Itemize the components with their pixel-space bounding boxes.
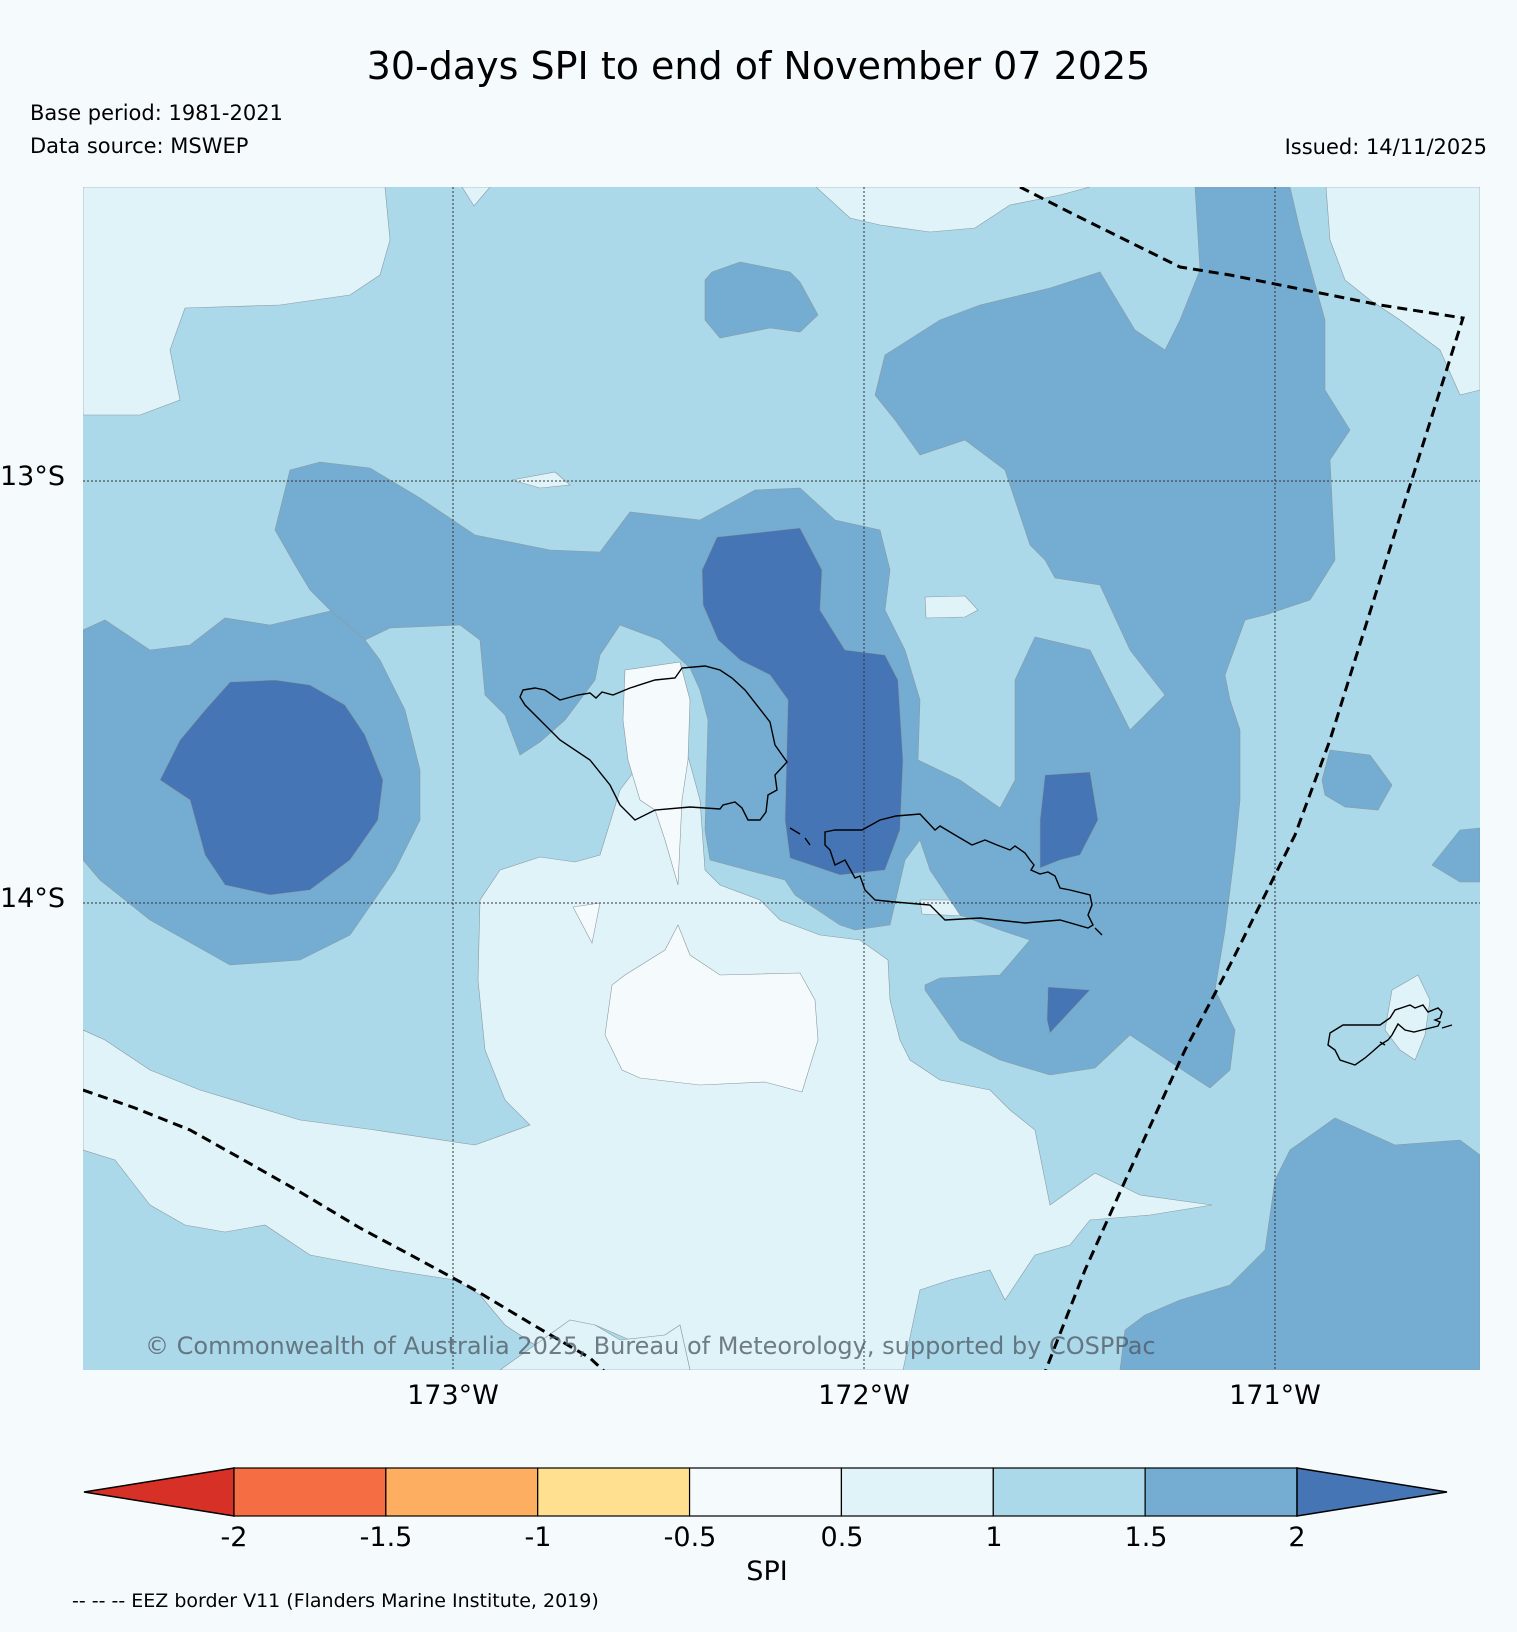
upolu-island-coastline	[519, 665, 788, 821]
spi-zone-1.5-2	[1431, 827, 1480, 883]
spi-zone-0.5-1	[83, 187, 391, 416]
spi-zone-1.5-2	[1321, 749, 1393, 811]
colorbar-bin	[688, 1467, 843, 1517]
coastline-fragment	[1441, 1024, 1453, 1029]
spi-zone-normal	[622, 661, 691, 886]
colorbar-bin	[840, 1467, 994, 1517]
map-title: 30-days SPI to end of November 07 2025	[366, 44, 1151, 88]
colorbar-tick: -0.5	[663, 1522, 717, 1553]
spi-zone-normal	[572, 902, 601, 944]
spi-zone-1.5-2	[1119, 1117, 1480, 1370]
spi-zone-above-2	[1039, 771, 1099, 869]
colorbar-tick: -1	[524, 1522, 552, 1553]
savaii-island-coastline	[824, 813, 1094, 929]
spi-zone-1.5-2	[704, 261, 819, 339]
colorbar	[83, 1467, 1448, 1517]
colorbar-bin	[233, 1467, 387, 1517]
eez-border-line	[83, 1088, 606, 1370]
lon-label-172w: 172°W	[818, 1380, 910, 1411]
data-source: Data source: MSWEP	[30, 134, 249, 158]
spi-zone-above-2	[159, 679, 384, 896]
spi-zone-above-2	[701, 527, 904, 876]
spi-field	[83, 187, 1480, 1370]
colorbar-tick: 2	[1288, 1522, 1306, 1553]
spi-zone-0.5-1	[1325, 187, 1480, 396]
eez-borders	[83, 187, 1465, 1370]
spi-zone-0.5-1	[461, 187, 491, 207]
colorbar-tick: 0.5	[820, 1522, 864, 1553]
colorbar-tick: -1.5	[359, 1522, 413, 1553]
graticule	[83, 187, 1480, 1370]
spi-zone-0.5-1	[499, 1319, 691, 1370]
colorbar-tick: 1	[985, 1522, 1003, 1553]
spi-zone-0.5-1	[815, 187, 1091, 233]
colorbar-extend-low	[83, 1467, 235, 1517]
colorbar-bin	[1144, 1467, 1298, 1517]
coastline-fragment	[1094, 927, 1103, 936]
coastline-fragment	[789, 827, 811, 846]
spi-zone-0.5-1	[511, 471, 571, 489]
spi-zone-0.5-1	[1384, 974, 1431, 1061]
colorbar-bin	[385, 1467, 539, 1517]
issued-date: Issued: 14/11/2025	[1284, 135, 1487, 159]
colorbar-label: SPI	[746, 1556, 788, 1587]
lat-label-13s: 13°S	[0, 461, 65, 492]
base-period: Base period: 1981-2021	[30, 101, 283, 125]
eez-legend-note: -- -- -- EEZ border V11 (Flanders Marine…	[72, 1590, 599, 1612]
coastlines	[519, 665, 1453, 1066]
copyright-notice: © Commonwealth of Australia 2025, Bureau…	[145, 1332, 1156, 1360]
colorbar-bin	[992, 1467, 1146, 1517]
lat-label-14s: 14°S	[0, 883, 65, 914]
colorbar-bin	[537, 1467, 691, 1517]
lon-label-173w: 173°W	[407, 1380, 499, 1411]
spi-zone-normal	[604, 924, 819, 1093]
tutuila-island-coastline	[1327, 1004, 1443, 1066]
colorbar-tick: 1.5	[1124, 1522, 1168, 1553]
colorbar-tick: -2	[220, 1522, 248, 1553]
eez-border-line	[1019, 187, 1465, 1370]
spi-zone-0.5-1	[924, 595, 979, 619]
coastline-fragment	[1379, 1041, 1386, 1046]
lon-label-171w: 171°W	[1229, 1380, 1321, 1411]
spi-zone-above-2	[1046, 986, 1091, 1034]
colorbar-extend-high	[1296, 1467, 1448, 1517]
